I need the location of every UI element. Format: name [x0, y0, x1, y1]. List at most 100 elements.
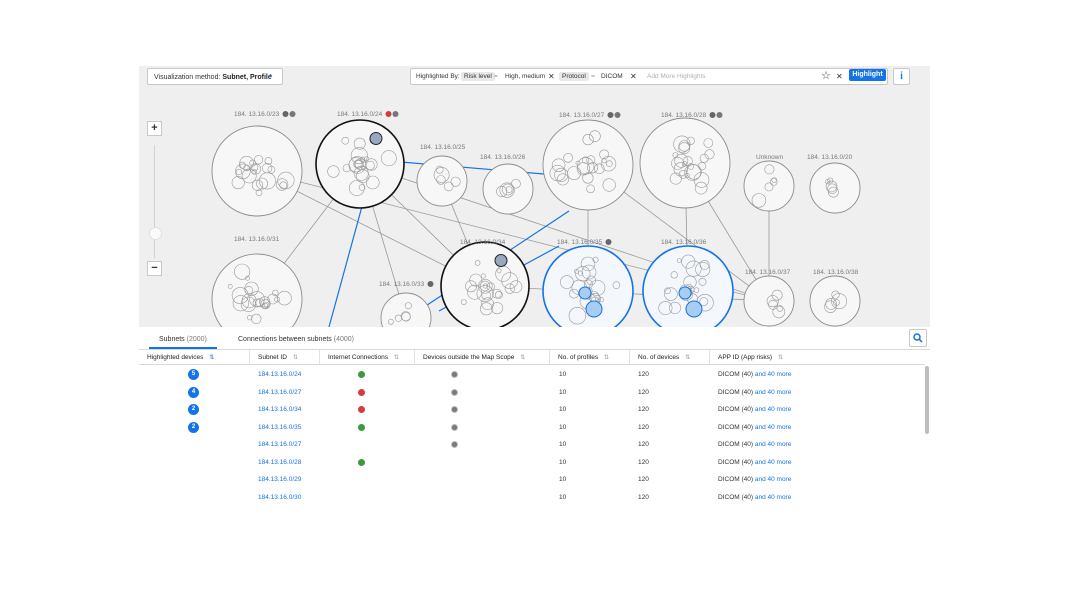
highlighted-profile[interactable] [578, 286, 592, 300]
profile-circle[interactable] [504, 283, 515, 294]
table-row[interactable]: 4 184.13.16.0/27 10 120 DICOM (40) and 40 mo… [139, 384, 925, 402]
subnet-id-link[interactable]: 184.13.16.0/34 [258, 406, 302, 413]
profile-circle[interactable] [592, 256, 599, 263]
profile-circle[interactable] [681, 254, 696, 269]
subnet-s20[interactable] [809, 162, 861, 214]
profile-circle[interactable] [348, 157, 364, 173]
highlighted-profile[interactable] [494, 253, 508, 267]
profile-circle[interactable] [474, 260, 481, 266]
profile-circle[interactable] [496, 268, 502, 274]
profile-circle[interactable] [327, 165, 340, 178]
app-more-link[interactable]: and 40 more [754, 476, 792, 483]
profile-circle[interactable] [435, 165, 444, 174]
profile-circle[interactable] [476, 285, 494, 303]
sort-icon[interactable]: ⇅ [604, 355, 610, 361]
highlight-filter-bar[interactable]: Highlighted By: Risk level = High, mediu… [410, 68, 888, 85]
zoom-slider-track[interactable] [154, 145, 155, 258]
profile-circle[interactable] [554, 167, 569, 182]
profile-circle[interactable] [703, 138, 714, 148]
highlighted-profile[interactable] [369, 131, 383, 145]
app-more-link[interactable]: and 40 more [754, 371, 792, 378]
profile-circle[interactable] [776, 305, 784, 312]
profile-circle[interactable] [577, 270, 584, 276]
profile-circle[interactable] [479, 302, 493, 316]
profile-circle[interactable] [499, 182, 515, 198]
profile-circle[interactable] [234, 263, 251, 280]
profile-circle[interactable] [478, 279, 493, 294]
profile-circle[interactable] [251, 169, 257, 175]
profile-circle[interactable] [264, 157, 273, 165]
profile-circle[interactable] [560, 275, 574, 289]
profile-circle[interactable] [751, 193, 767, 208]
remove-filter-risk-level-icon[interactable]: ✕ [548, 72, 555, 81]
profile-circle[interactable] [582, 133, 594, 146]
profile-circle[interactable] [262, 162, 273, 174]
profile-circle[interactable] [354, 158, 367, 171]
profile-circle[interactable] [249, 291, 265, 307]
app-more-link[interactable]: and 40 more [754, 423, 792, 431]
app-more-link[interactable]: and 40 more [754, 406, 792, 413]
table-row[interactable]: 184.13.16.0/29 10 120 DICOM (40) and 40 mor… [139, 471, 925, 489]
subnet-s36[interactable] [642, 245, 734, 327]
profile-circle[interactable] [601, 158, 607, 164]
sort-icon[interactable]: ⇅ [520, 355, 526, 361]
profile-circle[interactable] [574, 268, 579, 274]
profile-circle[interactable] [276, 178, 289, 191]
profile-circle[interactable] [342, 164, 351, 173]
profile-circle[interactable] [828, 186, 839, 198]
profile-circle[interactable] [771, 289, 783, 301]
profile-circle[interactable] [353, 165, 369, 181]
sort-icon[interactable]: ⇅ [778, 355, 784, 361]
sort-icon[interactable]: ⇅ [292, 355, 298, 361]
zoom-in-button[interactable]: + [147, 121, 162, 136]
profile-circle[interactable] [825, 180, 838, 193]
profile-circle[interactable] [670, 271, 678, 279]
profile-circle[interactable] [501, 272, 519, 289]
subnet-s28[interactable] [639, 117, 731, 209]
visualization-method-dropdown[interactable]: Visualization method: Subnet, Profile ⌃ [147, 68, 283, 85]
profile-circle[interactable] [274, 296, 280, 303]
profile-circle[interactable] [598, 297, 604, 303]
table-row[interactable]: 2 184.13.16.0/35 10 120 DICOM (40) and 40 mo… [139, 419, 925, 437]
profile-circle[interactable] [569, 288, 579, 299]
profile-circle[interactable] [699, 153, 709, 163]
profile-circle[interactable] [358, 184, 366, 191]
profile-circle[interactable] [766, 295, 779, 308]
column-header-devices[interactable]: No. of devices ⇅ [630, 350, 710, 365]
profile-circle[interactable] [272, 289, 279, 297]
profile-circle[interactable] [589, 130, 601, 142]
profile-circle[interactable] [686, 136, 695, 145]
subnet-id-link[interactable]: 184.13.16.0/35 [258, 423, 302, 431]
profile-circle[interactable] [450, 176, 461, 187]
profile-circle[interactable] [250, 163, 259, 172]
highlighted-profile[interactable] [685, 300, 703, 318]
subnet-s31[interactable] [211, 253, 303, 327]
profile-circle[interactable] [481, 290, 492, 301]
profile-circle[interactable] [581, 264, 597, 280]
profile-circle[interactable] [253, 155, 264, 165]
profile-circle[interactable] [582, 172, 594, 184]
profile-circle[interactable] [235, 168, 242, 176]
tab-connections[interactable]: Connections between subnets (4000) [238, 336, 354, 343]
subnet-s23[interactable] [211, 125, 303, 217]
profile-circle[interactable] [586, 155, 596, 165]
subnet-id-link[interactable]: 184.13.16.0/29 [258, 476, 302, 483]
profile-circle[interactable] [827, 177, 834, 184]
profile-circle[interactable] [551, 158, 566, 172]
table-row[interactable]: 5 184.13.16.0/24 10 120 DICOM (40) and 40 mo… [139, 366, 925, 384]
subnet-s34[interactable] [440, 241, 530, 327]
profile-circle[interactable] [658, 301, 673, 316]
profile-circle[interactable] [231, 176, 245, 190]
profile-circle[interactable] [341, 136, 350, 145]
profile-circle[interactable] [764, 182, 774, 192]
profile-circle[interactable] [404, 302, 412, 310]
table-scrollbar[interactable] [925, 366, 929, 434]
profile-circle[interactable] [764, 164, 775, 175]
subnet-s25[interactable] [416, 155, 468, 207]
tab-subnets[interactable]: Subnets (2000) [149, 336, 217, 349]
app-more-link[interactable]: and 40 more [754, 441, 792, 448]
remove-filter-protocol-icon[interactable]: ✕ [630, 72, 637, 81]
column-header-subnet-id[interactable]: Subnet ID ⇅ [250, 350, 320, 365]
column-header-app-id[interactable]: APP ID (App risks) ⇅ [710, 350, 925, 365]
profile-circle[interactable] [241, 293, 257, 309]
